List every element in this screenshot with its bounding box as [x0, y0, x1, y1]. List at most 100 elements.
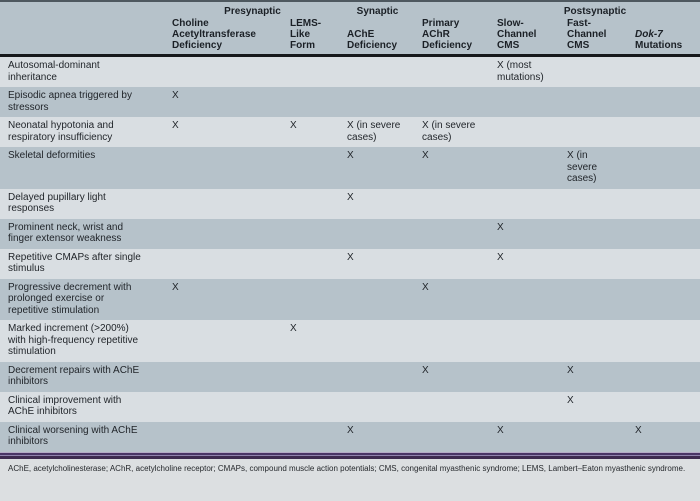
- empty-cell: [628, 362, 700, 392]
- column-header-choline-acetyltransferase-deficiency: Choline Acetyltransferase Deficiency: [165, 17, 283, 57]
- feature-mark-cell: X: [290, 323, 297, 334]
- empty-cell: [165, 189, 283, 219]
- group-header-postsynaptic: Postsynaptic: [490, 2, 700, 17]
- empty-cell: [415, 249, 490, 279]
- row-label: Progressive decrement with prolonged exe…: [8, 281, 132, 316]
- empty-cell: [560, 219, 628, 249]
- empty-cell: [340, 87, 415, 117]
- row-label: Episodic apnea triggered by stressors: [8, 90, 132, 113]
- feature-mark-cell: X (in severe cases): [347, 120, 401, 143]
- table-body: Autosomal-dominant inheritance X (most mu…: [0, 55, 700, 452]
- row-label: Repetitive CMAPs after single stimulus: [8, 251, 141, 275]
- table-row: Prominent neck, wrist and finger extenso…: [0, 218, 700, 249]
- row-label: Delayed pupillary light responses: [8, 191, 106, 215]
- empty-cell: [415, 219, 490, 249]
- empty-cell: [628, 56, 700, 88]
- empty-cell: [560, 320, 628, 362]
- group-header-spacer: [0, 2, 165, 17]
- feature-mark-cell: X: [567, 364, 574, 376]
- empty-cell: [415, 189, 490, 219]
- column-header-row: Choline Acetyltransferase Deficiency LEMS…: [0, 17, 700, 57]
- table-header: Presynaptic Synaptic Postsynaptic Choline …: [0, 2, 700, 57]
- empty-cell: [490, 320, 560, 362]
- feature-mark-cell: X: [172, 281, 179, 293]
- empty-cell: [165, 320, 283, 362]
- row-label: Skeletal deformities: [8, 150, 96, 161]
- feature-mark-cell: X: [347, 191, 354, 203]
- empty-cell: [560, 189, 628, 219]
- row-label: Clinical improvement with AChE inhibitor…: [8, 394, 122, 418]
- table-row: Progressive decrement with prolonged exe…: [0, 278, 700, 321]
- empty-cell: [628, 219, 700, 249]
- feature-mark-cell: X: [422, 281, 429, 293]
- group-header-spacer: [415, 2, 491, 17]
- group-header-row: Presynaptic Synaptic Postsynaptic: [0, 2, 700, 17]
- empty-cell: [415, 87, 490, 117]
- empty-cell: [628, 87, 700, 117]
- table-row: Decrement repairs with AChE inhibitors X X: [0, 361, 700, 392]
- feature-mark-cell: X: [347, 251, 354, 263]
- table-row: Episodic apnea triggered by stressors X: [0, 87, 700, 117]
- empty-cell: [628, 117, 700, 147]
- feature-mark-cell: X: [497, 251, 504, 263]
- row-label: Prominent neck, wrist and finger extenso…: [8, 221, 124, 245]
- empty-cell: [490, 362, 560, 392]
- empty-cell: [340, 362, 415, 392]
- empty-cell: [628, 249, 700, 279]
- empty-cell: [628, 392, 700, 422]
- feature-mark-cell: X: [172, 120, 179, 131]
- empty-cell: [283, 422, 340, 452]
- empty-cell: [415, 320, 490, 362]
- empty-cell: [340, 392, 415, 422]
- feature-mark-cell: X: [347, 150, 354, 161]
- group-header-presynaptic: Presynaptic: [165, 2, 341, 17]
- empty-cell: [560, 56, 628, 88]
- feature-mark-cell: X: [172, 90, 179, 101]
- group-header-synaptic: Synaptic: [340, 2, 416, 17]
- row-label: Marked increment (>200%) with high-frequ…: [8, 323, 139, 357]
- empty-cell: [283, 87, 340, 117]
- empty-cell: [283, 147, 340, 189]
- empty-cell: [283, 279, 340, 321]
- table-row: Delayed pupillary light responses X: [0, 188, 700, 219]
- feature-mark-cell: X: [347, 424, 354, 436]
- empty-cell: [340, 219, 415, 249]
- empty-cell: [283, 362, 340, 392]
- column-header-fast-channel-cms: Fast- Channel CMS: [560, 17, 629, 57]
- feature-mark-cell: X (most mutations): [497, 60, 544, 83]
- feature-mark-cell: X: [635, 424, 642, 436]
- table-row: Clinical worsening with AChE inhibitors X…: [0, 421, 700, 452]
- cms-feature-table: Presynaptic Synaptic Postsynaptic Choline …: [0, 2, 700, 452]
- empty-cell: [283, 219, 340, 249]
- empty-cell: [165, 147, 283, 189]
- empty-cell: [490, 189, 560, 219]
- empty-cell: [560, 249, 628, 279]
- empty-cell: [490, 147, 560, 189]
- separator-bar: [0, 451, 700, 459]
- empty-cell: [628, 189, 700, 219]
- table-row: Marked increment (>200%) with high-frequ…: [0, 320, 700, 362]
- feature-mark-cell: X: [497, 424, 504, 436]
- empty-cell: [415, 56, 490, 88]
- empty-cell: [283, 189, 340, 219]
- feature-mark-cell: X: [422, 364, 429, 376]
- empty-cell: [340, 320, 415, 362]
- empty-cell: [560, 279, 628, 321]
- empty-cell: [165, 219, 283, 249]
- row-label-header-spacer: [0, 17, 165, 57]
- empty-cell: [283, 56, 340, 88]
- empty-cell: [340, 279, 415, 321]
- feature-mark-cell: X: [497, 221, 504, 233]
- column-header-slow-channel-cms: Slow- Channel CMS: [490, 17, 561, 57]
- empty-cell: [560, 87, 628, 117]
- feature-mark-cell: X (in severe cases): [567, 150, 598, 184]
- table-row: Neonatal hypotonia and respiratory insuf…: [0, 117, 700, 147]
- empty-cell: [165, 56, 283, 88]
- empty-cell: [490, 117, 560, 147]
- table-row: Repetitive CMAPs after single stimulus X X: [0, 248, 700, 279]
- empty-cell: [165, 249, 283, 279]
- empty-cell: [628, 279, 700, 321]
- column-header-lems-like-form: LEMS- Like Form: [283, 17, 341, 57]
- empty-cell: [490, 279, 560, 321]
